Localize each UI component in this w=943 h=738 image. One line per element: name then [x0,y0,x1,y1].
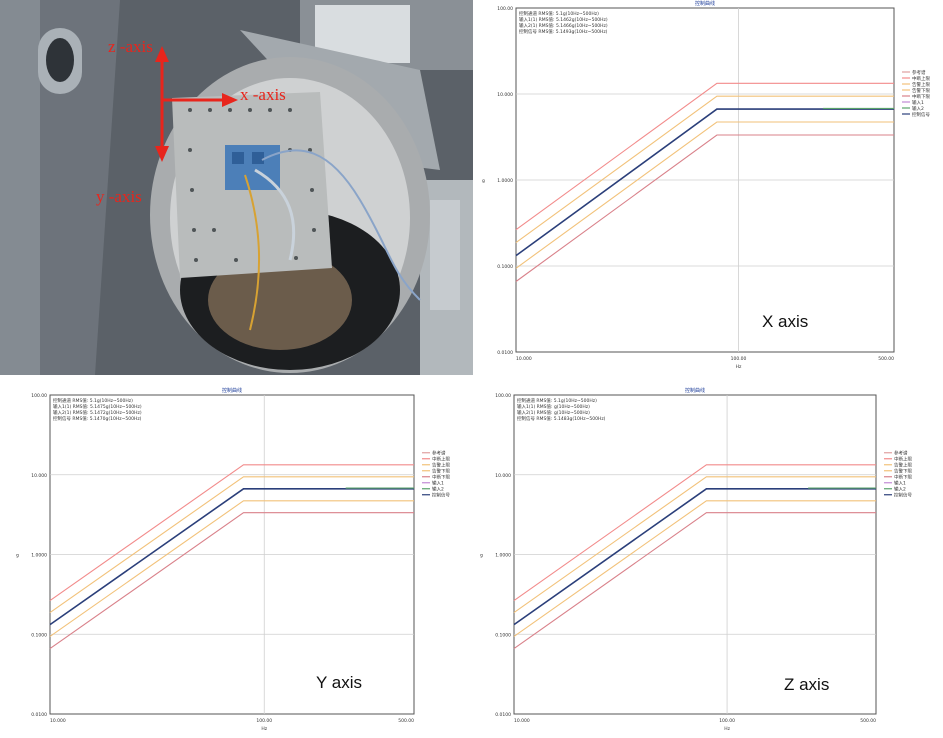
y-tick-label: 0.0100 [31,712,47,718]
series-line [515,95,894,244]
x-tick-label: 500.00 [398,718,414,724]
legend-label: 告警下限 [912,87,930,94]
series-line [49,476,414,614]
legend-label: 输入2 [912,105,924,112]
legend-label: 输入1 [912,99,924,106]
legend-label: 控制信号 [894,492,912,499]
series-line [515,82,894,231]
series-line [515,121,894,269]
chart-caption-z: Z axis [772,669,842,701]
legend-label: 告警上限 [894,462,912,469]
x-axis-label: Hz [261,726,267,732]
chart-title: 控制曲线 [685,387,705,394]
info-text: 输入2(1) RMS值: 5.1472g(10Hz~500Hz) [53,409,142,416]
y-tick-label: 100.00 [31,393,47,399]
series-line [513,464,876,602]
series-line [515,134,894,282]
info-text: 输入1(1) RMS值: 5.1462g(10Hz~500Hz) [519,16,608,23]
info-text: 控制通道 RMS值: 5.1g(10Hz~500Hz) [53,397,133,404]
y-tick-label: 10.000 [495,473,511,479]
y-tick-label: 1.0000 [31,553,47,559]
chart-panel-y-axis: 100.00 10.000 1.0000 0.1000 0.0100 10.000 100.… [0,377,473,738]
legend-label: 输入1 [894,480,906,487]
series-line [49,488,414,626]
x-tick-label: 10.000 [516,356,532,362]
legend-label: 中断下限 [912,93,930,100]
fixture-photo: z -axis x -axis y -axis [0,0,473,375]
chart-caption-y: Y axis [304,667,374,699]
info-text: 输入2(1) RMS值: 5.1466g(10Hz~500Hz) [519,22,608,29]
chart-caption-x: X axis [750,306,821,338]
legend-label: 告警上限 [432,462,450,469]
y-axis-label: y -axis [96,187,142,206]
legend-label: 中断下限 [894,474,912,481]
y-tick-label: 0.0100 [495,712,511,718]
x-tick-label: 10.000 [514,718,530,724]
series-line [513,488,876,626]
series-line [513,476,876,614]
y-tick-label: 1.0000 [495,553,511,559]
chart-title: 控制曲线 [222,387,242,394]
chart-panel-z-axis: 100.00 10.000 1.0000 0.1000 0.0100 10.000 100.… [478,377,943,738]
legend-label: 参考谱 [432,450,446,457]
y-axis-label: g [482,179,485,184]
y-tick-label: 0.1000 [495,632,511,638]
y-tick-label: 1.0000 [497,178,513,184]
info-text: 输入1(1) RMS值: 5.1475g(10Hz~500Hz) [53,403,142,410]
legend-label: 控制信号 [912,111,930,118]
x-tick-label: 100.00 [256,718,272,724]
legend-label: 中断下限 [432,474,450,481]
x-axis-label: Hz [736,364,742,370]
legend-label: 参考谱 [912,69,926,76]
info-text: 输入1(1) RMS值: g(10Hz~500Hz) [517,403,590,410]
series-line [49,512,414,650]
series-line [515,108,894,257]
x-tick-label: 100.00 [731,356,747,362]
legend-label: 输入2 [432,486,444,493]
legend-label: 参考谱 [894,450,908,457]
series-line [49,500,414,637]
info-text: 控制通道 RMS值: 5.1g(10Hz~500Hz) [519,10,599,17]
info-text: 控制通道 RMS值: 5.1g(10Hz~500Hz) [517,397,597,404]
legend-label: 输入2 [894,486,906,493]
y-tick-label: 0.1000 [31,632,47,638]
y-tick-label: 100.00 [495,393,511,399]
info-text: 控制信号 RMS值: 5.1483g(10Hz~500Hz) [517,415,606,422]
y-tick-label: 0.0100 [497,350,513,356]
info-text: 输入2(1) RMS值: g(10Hz~500Hz) [517,409,590,416]
legend-label: 中断上限 [912,75,930,82]
x-tick-label: 500.00 [860,718,876,724]
x-tick-label: 100.00 [719,718,735,724]
y-axis-label: g [480,554,483,559]
legend-label: 中断上限 [432,456,450,463]
series-line [513,512,876,650]
info-text: 控制信号 RMS值: 5.1493g(10Hz~500Hz) [519,28,608,35]
legend-label: 输入1 [432,480,444,487]
legend-label: 控制信号 [432,492,450,499]
x-tick-label: 10.000 [50,718,66,724]
chart-title: 控制曲线 [695,0,715,7]
legend-label: 中断上限 [894,456,912,463]
series-line [513,500,876,637]
y-axis-label: g [16,554,19,559]
legend-label: 告警上限 [912,81,930,88]
x-tick-label: 500.00 [878,356,894,362]
series-line [49,464,414,602]
y-tick-label: 0.1000 [497,264,513,270]
y-tick-label: 10.000 [31,473,47,479]
legend-label: 告警下限 [894,468,912,475]
y-tick-label: 10.000 [497,92,513,98]
chart-panel-x-axis: 100.00 10.000 1.0000 0.1000 0.0100 10.000 100.… [474,0,943,375]
legend-label: 告警下限 [432,468,450,475]
z-axis-label: z -axis [108,37,153,56]
x-axis-label: x -axis [240,85,286,104]
x-axis-label: Hz [724,726,730,732]
fixture-photo-drawing: z -axis x -axis y -axis [0,0,473,375]
info-text: 控制信号 RMS值: 5.1470g(10Hz~500Hz) [53,415,142,422]
y-tick-label: 100.00 [497,6,513,12]
